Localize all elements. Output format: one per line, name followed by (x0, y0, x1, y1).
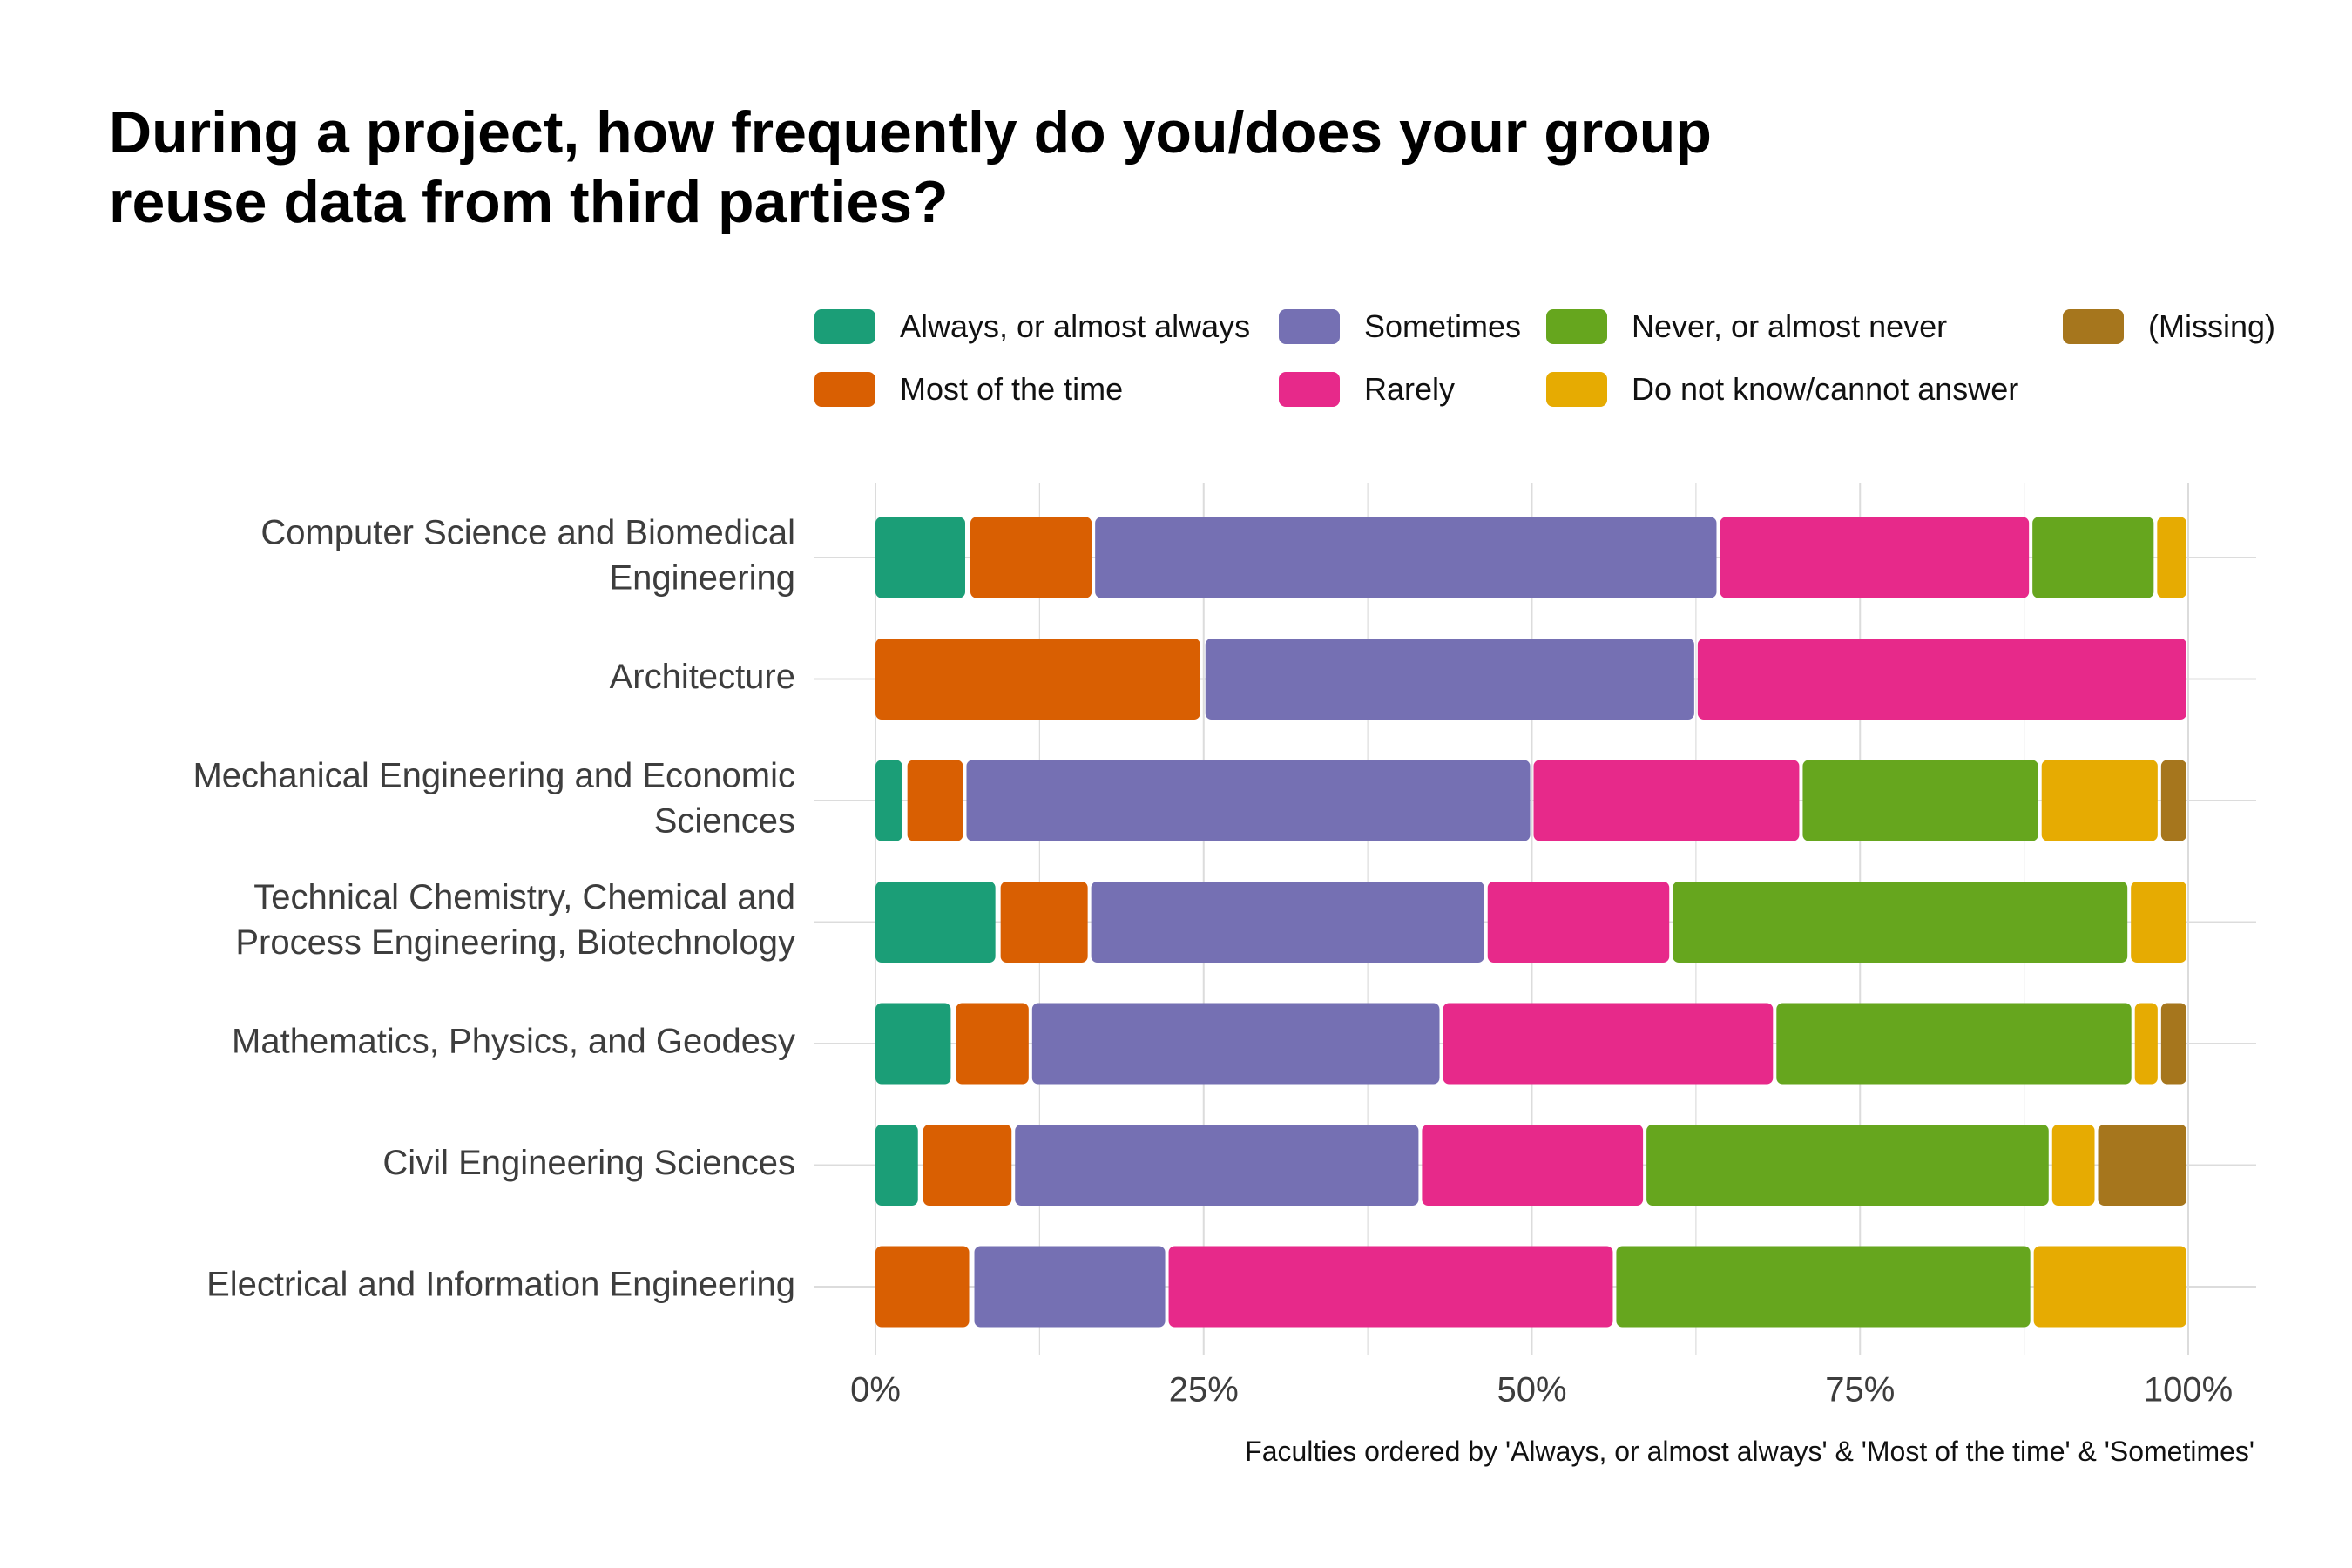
bar-segment (1443, 1003, 1774, 1085)
bar-segment (2033, 1246, 2186, 1328)
category-label: Process Engineering, Biotechnology (235, 923, 795, 962)
legend-label: Sometimes (1364, 308, 1522, 344)
bar-segment (1168, 1246, 1613, 1328)
bar-segment (1422, 1125, 1644, 1206)
category-label: Mathematics, Physics, and Geodesy (232, 1023, 795, 1061)
legend-label: Rarely (1364, 371, 1456, 407)
legend-swatch (1546, 372, 1607, 407)
bar-segment (1015, 1125, 1419, 1206)
bar-segment (1802, 760, 2038, 841)
category-label: Engineering (610, 559, 796, 598)
bar-segment (1533, 760, 1800, 841)
legend-label: Do not know/cannot answer (1632, 371, 2019, 407)
legend-swatch (1546, 309, 1607, 344)
bar-segment (923, 1125, 1012, 1206)
bar-segment (2160, 1003, 2186, 1085)
bar-segment (1616, 1246, 2031, 1328)
legend-label: (Missing) (2148, 308, 2276, 344)
bar-segment (1697, 639, 2186, 720)
category-label: Technical Chemistry, Chemical and (253, 878, 795, 916)
bar-segment (2032, 517, 2154, 598)
chart-caption: Faculties ordered by 'Always, or almost … (1245, 1436, 2254, 1467)
legend-item: Most of the time (814, 368, 1123, 410)
bar-segment (2098, 1125, 2186, 1206)
x-tick-labels: 0% 25% 50% 75% 100% (850, 1371, 2233, 1409)
legend-item: (Missing) (2063, 306, 2275, 348)
legend-swatch (814, 372, 875, 407)
bar-segment (875, 517, 965, 598)
chart-title-line-1: During a project, how frequently do you/… (109, 99, 1712, 166)
bar-segment (2157, 517, 2186, 598)
bar-segment (875, 639, 1200, 720)
category-label: Architecture (610, 658, 795, 696)
bar-segment (2160, 760, 2186, 841)
x-tick-label: 100% (2144, 1371, 2233, 1409)
x-tick-label: 50% (1497, 1371, 1566, 1409)
bar-segment (1487, 882, 1670, 963)
legend-swatch (814, 309, 875, 344)
bar-segment (1095, 517, 1717, 598)
bar-segment (2131, 882, 2186, 963)
category-label: Civil Engineering Sciences (382, 1144, 795, 1182)
legend-item: Sometimes (1279, 306, 1521, 348)
legend-swatch (2063, 309, 2124, 344)
legend-label: Most of the time (900, 371, 1124, 407)
category-label: Computer Science and Biomedical (260, 514, 795, 552)
chart-title-line-2: reuse data from third parties? (109, 169, 949, 235)
bar-segment (970, 517, 1092, 598)
bar-segment (875, 1125, 918, 1206)
bar-segment (1776, 1003, 2132, 1085)
bar-segment (875, 760, 902, 841)
legend-swatch (1279, 309, 1340, 344)
bar-segment (1031, 1003, 1440, 1085)
bar-segment (974, 1246, 1166, 1328)
category-label: Sciences (654, 802, 795, 841)
bar-segment (907, 760, 963, 841)
legend-item: Always, or almost always (814, 306, 1250, 348)
legend-label: Never, or almost never (1632, 308, 1948, 344)
legend-item: Never, or almost never (1546, 306, 1947, 348)
bar-segment (875, 882, 996, 963)
legend-item: Do not know/cannot answer (1546, 368, 2018, 410)
bar-segment (1205, 639, 1694, 720)
category-label: Mechanical Engineering and Economic (193, 757, 795, 795)
bar-segment (966, 760, 1531, 841)
x-tick-label: 0% (850, 1371, 901, 1409)
bar-segment (875, 1246, 970, 1328)
category-labels: Computer Science and Biomedical Engineeri… (193, 514, 795, 1304)
bar-segment (1720, 517, 2030, 598)
bar-segment (1091, 882, 1484, 963)
legend-swatch (1279, 372, 1340, 407)
bar-segment (1646, 1125, 2049, 1206)
legend-label: Always, or almost always (900, 308, 1251, 344)
chart-title: During a project, how frequently do you/… (109, 98, 2112, 237)
x-tick-label: 25% (1169, 1371, 1239, 1409)
bar-segment (875, 1003, 951, 1085)
bars (875, 517, 2186, 1328)
legend-item: Rarely (1279, 368, 1455, 410)
bar-segment (1000, 882, 1088, 963)
bar-segment (2051, 1125, 2095, 1206)
bar-segment (2134, 1003, 2158, 1085)
x-tick-label: 75% (1825, 1371, 1895, 1409)
bar-segment (2041, 760, 2158, 841)
bar-segment (1673, 882, 2128, 963)
bar-segment (956, 1003, 1029, 1085)
category-label: Electrical and Information Engineering (206, 1266, 795, 1304)
